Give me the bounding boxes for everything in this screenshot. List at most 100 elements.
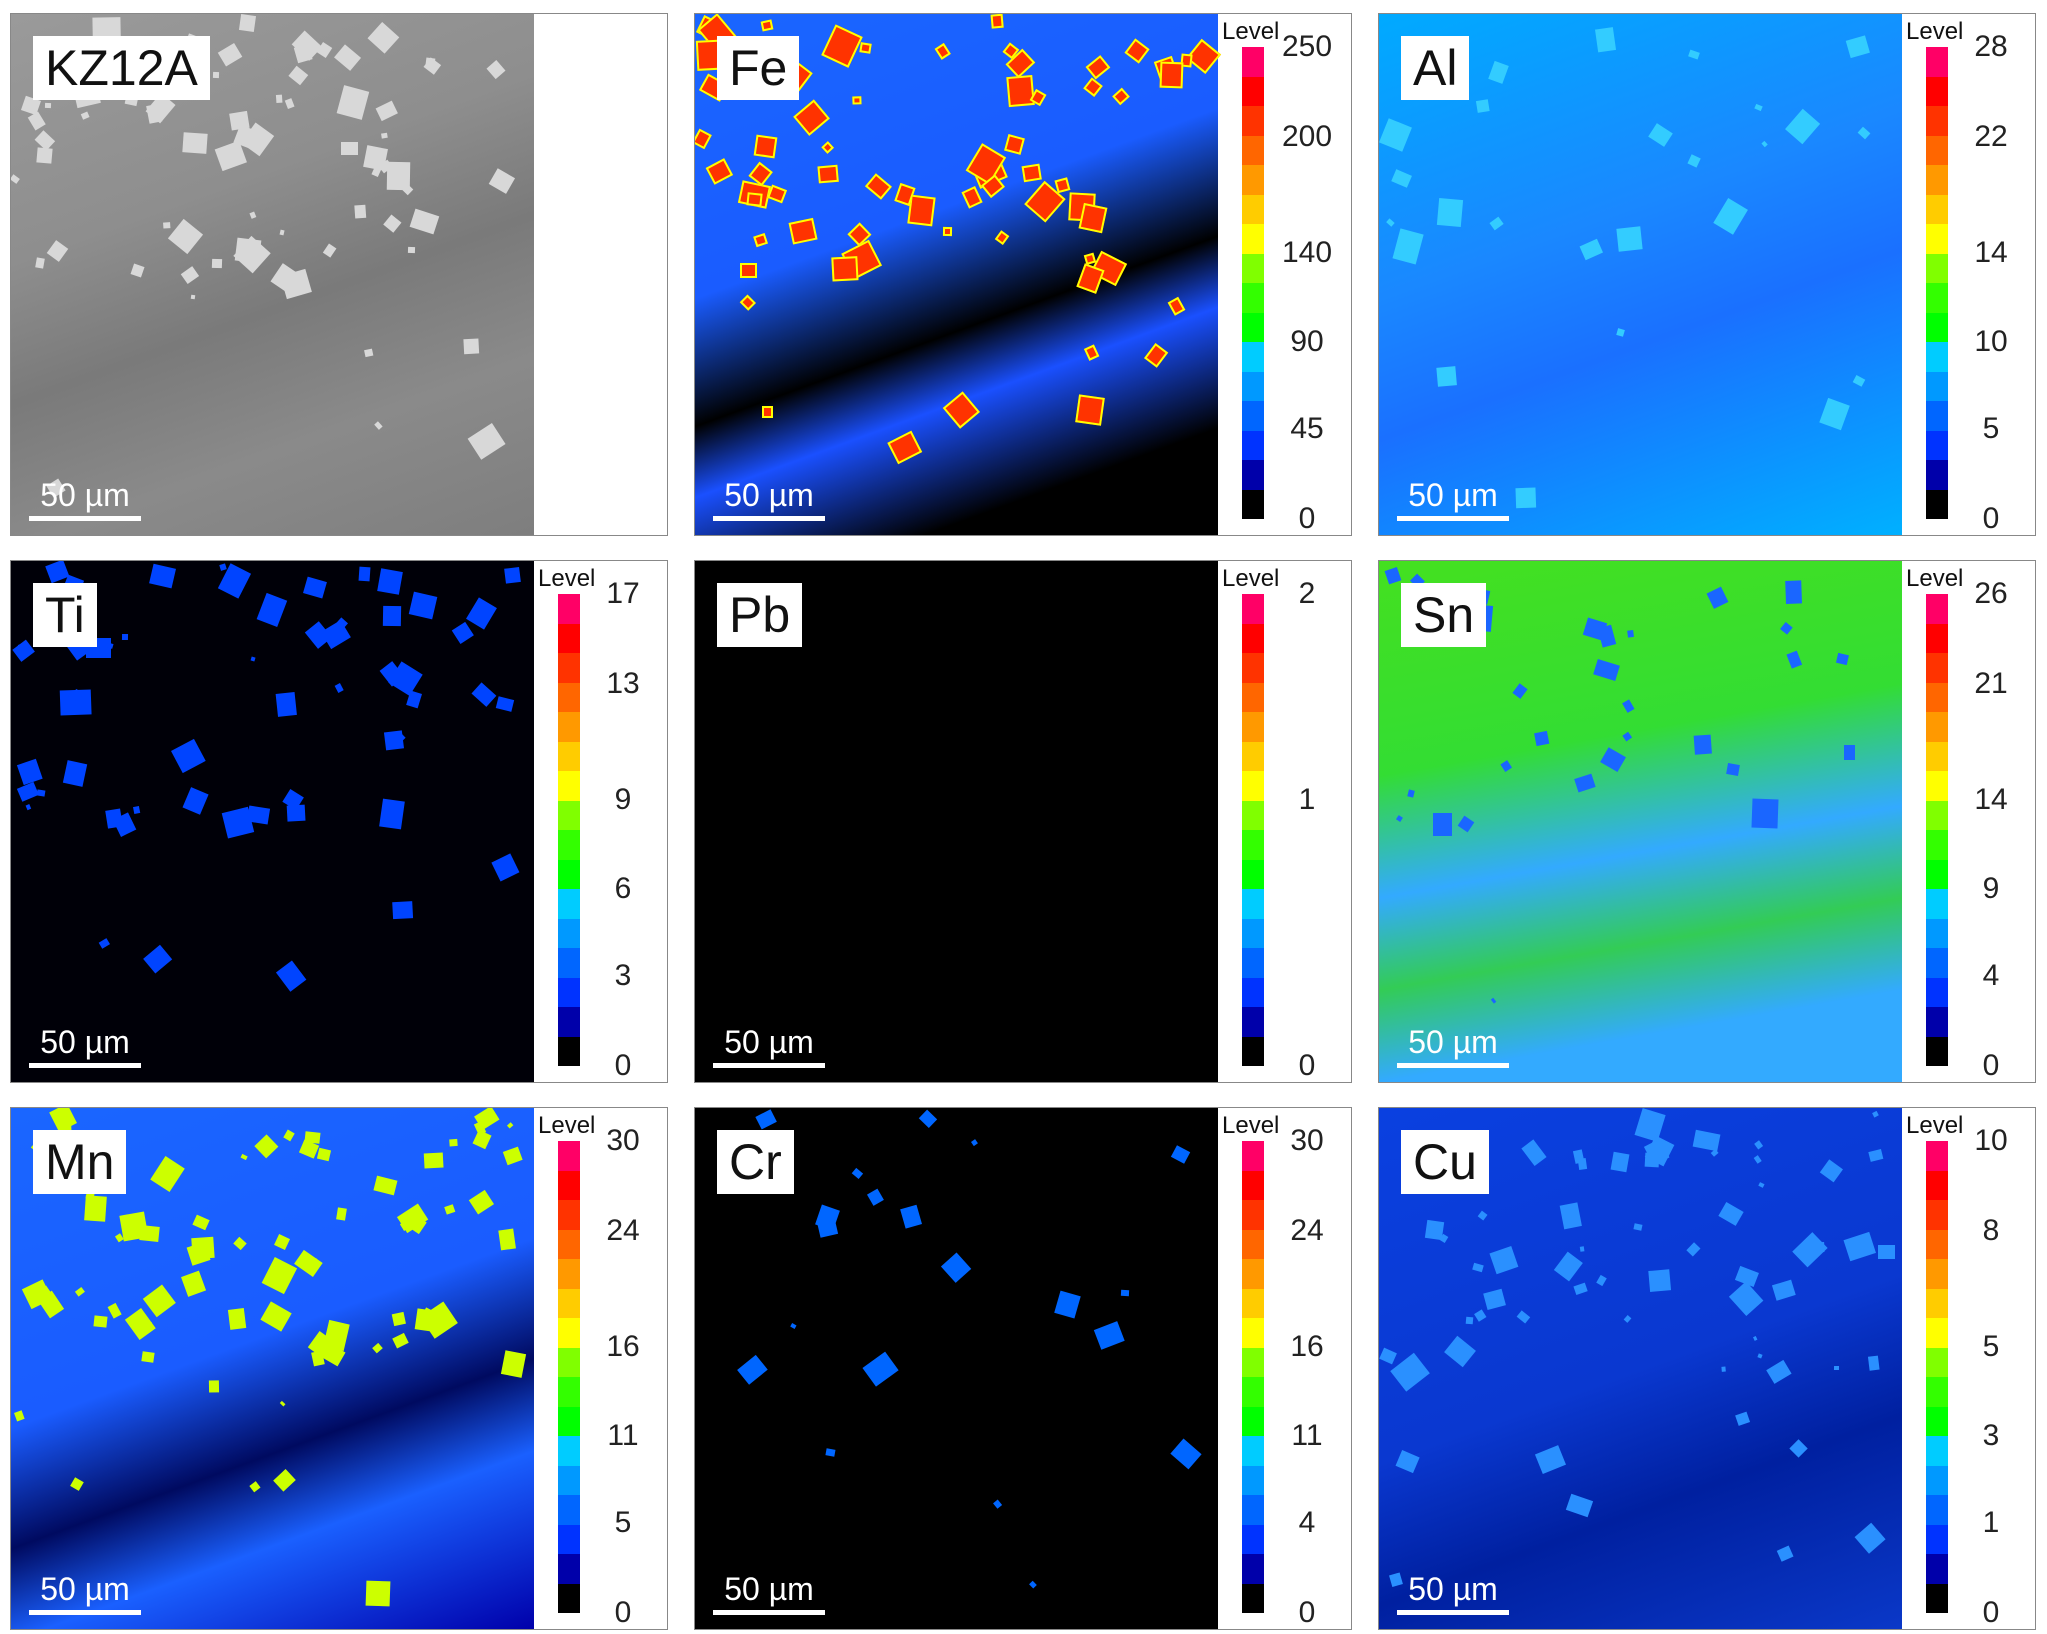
colorbar-step: [1242, 76, 1264, 106]
grain-mark: [70, 1477, 84, 1492]
grain-mark: [1687, 49, 1700, 60]
grain-mark: [36, 147, 53, 164]
grain-mark: [1735, 1411, 1751, 1427]
colorbar-step: [1242, 771, 1264, 801]
grain-mark: [121, 634, 128, 641]
colorbar-step: [558, 1524, 580, 1554]
grain-mark: [1054, 177, 1071, 194]
grain-mark: [239, 1153, 248, 1161]
grain-mark: [381, 132, 388, 139]
grain-mark: [1082, 77, 1103, 98]
map-label: Cu: [1401, 1130, 1489, 1194]
grain-mark: [14, 1409, 25, 1421]
grain-mark: [472, 1129, 492, 1150]
colorbar-step: [558, 653, 580, 683]
colorbar-step: [1926, 918, 1948, 948]
grain-mark: [1616, 226, 1643, 252]
grain-mark: [1872, 1111, 1880, 1119]
colorbar-step: [558, 1141, 580, 1171]
grain-mark: [213, 71, 220, 79]
grain-mark: [498, 1228, 517, 1251]
grain-mark: [1574, 773, 1596, 793]
grain-mark: [970, 1139, 978, 1146]
grain-mark: [1490, 997, 1496, 1004]
grain-mark: [1390, 169, 1413, 189]
element-map-image: [11, 561, 534, 1082]
grain-mark: [831, 256, 859, 282]
grain-mark: [1776, 1545, 1794, 1562]
grain-mark: [383, 214, 402, 233]
grain-mark: [1687, 153, 1701, 168]
grain-mark: [1721, 1366, 1726, 1372]
grain-mark: [1078, 203, 1108, 234]
grain-mark: [1500, 759, 1512, 772]
grain-mark: [495, 696, 514, 712]
grain-mark: [1457, 815, 1474, 833]
scale-bar: 50 µm: [29, 1024, 141, 1068]
grain-mark: [1112, 87, 1130, 106]
grain-mark: [1843, 745, 1855, 760]
grain-mark: [501, 1350, 527, 1378]
colorbar-step: [1242, 47, 1264, 77]
grain-mark: [1007, 75, 1036, 108]
grain-mark: [1595, 1275, 1607, 1287]
colorbar-step: [1926, 47, 1948, 77]
grain-mark: [468, 422, 507, 461]
colorbar-step: [558, 682, 580, 712]
grain-mark: [273, 1468, 297, 1492]
colorbar-tick-label: 10: [1974, 325, 2008, 358]
grain-mark: [423, 1152, 444, 1169]
colorbar-step: [1926, 194, 1948, 224]
grain-mark: [250, 656, 256, 662]
colorbar-step: [1926, 1495, 1948, 1525]
grain-mark: [1384, 566, 1402, 584]
map-label: KZ12A: [33, 36, 210, 100]
grain-mark: [363, 348, 373, 358]
colorbar-step: [1242, 977, 1264, 1007]
scale-bar: 50 µm: [1397, 1571, 1509, 1615]
grain-mark: [1772, 1279, 1796, 1301]
grain-mark: [1004, 134, 1026, 155]
element-map-image: [1379, 561, 1902, 1082]
legend-title: Level: [538, 565, 596, 592]
grain-mark: [63, 760, 88, 788]
grain-mark: [858, 42, 872, 55]
grain-mark: [372, 1343, 383, 1354]
grain-mark: [1754, 103, 1763, 111]
grain-mark: [80, 111, 90, 121]
colorbar-step: [1242, 918, 1264, 948]
grain-mark: [254, 1134, 279, 1159]
map-label: Cr: [717, 1130, 794, 1194]
scale-bar-line: [1397, 516, 1509, 521]
colorbar-step: [1926, 1583, 1948, 1613]
grain-mark: [1476, 99, 1490, 113]
grain-mark: [289, 66, 309, 86]
grain-mark: [143, 1284, 176, 1318]
grain-mark: [821, 141, 835, 155]
colorbar-step: [558, 948, 580, 978]
grain-mark: [84, 1195, 107, 1222]
grain-mark: [825, 1448, 836, 1457]
colorbar: [558, 1141, 580, 1613]
colorbar-tick-label: 11: [1291, 1419, 1323, 1452]
colorbar-tick-label: 10: [1974, 1124, 2008, 1157]
scale-bar-label: 50 µm: [724, 1024, 814, 1060]
colorbar-tick-label: 28: [1974, 30, 2008, 63]
colorbar-step: [1926, 741, 1948, 771]
colorbar-step: [1242, 1465, 1264, 1495]
colorbar-step: [1242, 948, 1264, 978]
element-map-image: [695, 561, 1218, 1082]
grain-mark: [867, 1189, 885, 1207]
grain-mark: [1579, 1246, 1584, 1252]
colorbar-step: [1242, 1406, 1264, 1436]
grain-mark: [705, 157, 733, 185]
colorbar-step: [1242, 889, 1264, 919]
colorbar-step: [558, 771, 580, 801]
grain-mark: [1595, 27, 1617, 54]
grain-mark: [392, 900, 414, 919]
grain-mark: [1477, 1211, 1488, 1222]
grain-mark: [334, 683, 345, 694]
grain-mark: [1436, 197, 1463, 227]
colorbar-step: [1926, 653, 1948, 683]
grain-mark: [1517, 1310, 1531, 1324]
